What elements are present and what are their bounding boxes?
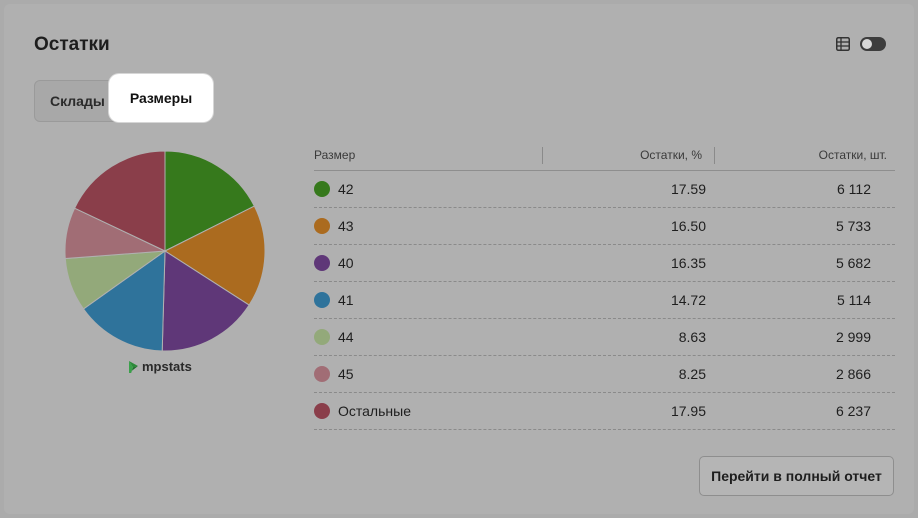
pie-slice-42[interactable] [164, 150, 256, 252]
legend-dot [314, 403, 330, 419]
cell-percent: 16.50 [670, 218, 706, 234]
stock-card: Остатки Склады Размеры mpstats Размер Ос… [4, 4, 914, 514]
mpstats-logo-icon [129, 360, 138, 373]
table-row: 45 8.25 2 866 [314, 356, 895, 393]
legend-dot [314, 218, 330, 234]
cell-size: 42 [338, 181, 354, 197]
pie-slice-41[interactable] [82, 250, 166, 352]
table-header: Размер Остатки, % Остатки, шт. [314, 144, 895, 171]
cell-percent: 16.35 [670, 255, 706, 271]
cell-size: Остальные [338, 403, 411, 419]
tab-warehouses[interactable]: Склады [50, 93, 105, 109]
cell-size: 41 [338, 292, 354, 308]
header-size: Размер [314, 148, 356, 162]
cell-size: 44 [338, 329, 354, 345]
legend-dot [314, 366, 330, 382]
view-toggle[interactable] [860, 37, 886, 51]
cell-percent: 8.63 [678, 329, 706, 345]
table-row: 41 14.72 5 114 [314, 282, 895, 319]
pie-slice-40[interactable] [161, 250, 250, 352]
tab-bar: Склады Размеры [34, 78, 209, 122]
cell-size: 40 [338, 255, 354, 271]
cell-quantity: 6 237 [835, 403, 871, 419]
column-divider[interactable] [714, 147, 715, 164]
cell-percent: 14.72 [670, 292, 706, 308]
cell-percent: 17.95 [670, 403, 706, 419]
pie-slice-Остальные[interactable] [73, 150, 166, 252]
pie-slice-43[interactable] [163, 205, 266, 306]
full-report-button[interactable]: Перейти в полный отчет [699, 456, 894, 496]
view-controls [836, 37, 886, 51]
cell-quantity: 5 733 [835, 218, 871, 234]
table-grid-icon[interactable] [836, 37, 850, 51]
cell-quantity: 5 114 [837, 292, 871, 308]
cell-quantity: 6 112 [837, 181, 871, 197]
cell-size: 45 [338, 366, 354, 382]
legend-dot [314, 255, 330, 271]
column-divider[interactable] [542, 147, 543, 164]
cell-percent: 17.59 [670, 181, 706, 197]
card-title: Остатки [34, 34, 110, 55]
cell-quantity: 2 999 [835, 329, 871, 345]
table-row: 40 16.35 5 682 [314, 245, 895, 282]
stock-table: Размер Остатки, % Остатки, шт. 42 17.59 6 … [314, 144, 895, 430]
table-row: Остальные 17.95 6 237 [314, 393, 895, 430]
brand-name: mpstats [142, 359, 192, 374]
legend-dot [314, 181, 330, 197]
cell-size: 43 [338, 218, 354, 234]
cell-percent: 8.25 [678, 366, 706, 382]
table-body: 42 17.59 6 112 43 16.50 5 733 40 16.35 5 682 41 14… [314, 171, 895, 430]
table-row: 43 16.50 5 733 [314, 208, 895, 245]
tab-sizes[interactable]: Размеры [113, 78, 209, 118]
brand-watermark: mpstats [129, 359, 192, 374]
legend-dot [314, 329, 330, 345]
table-row: 44 8.63 2 999 [314, 319, 895, 356]
header-quantity: Остатки, шт. [818, 148, 887, 162]
legend-dot [314, 292, 330, 308]
pie-chart [64, 150, 266, 352]
header-percent: Остатки, % [640, 148, 702, 162]
cell-quantity: 5 682 [835, 255, 871, 271]
cell-quantity: 2 866 [835, 366, 871, 382]
toggle-knob [862, 39, 872, 49]
table-row: 42 17.59 6 112 [314, 171, 895, 208]
